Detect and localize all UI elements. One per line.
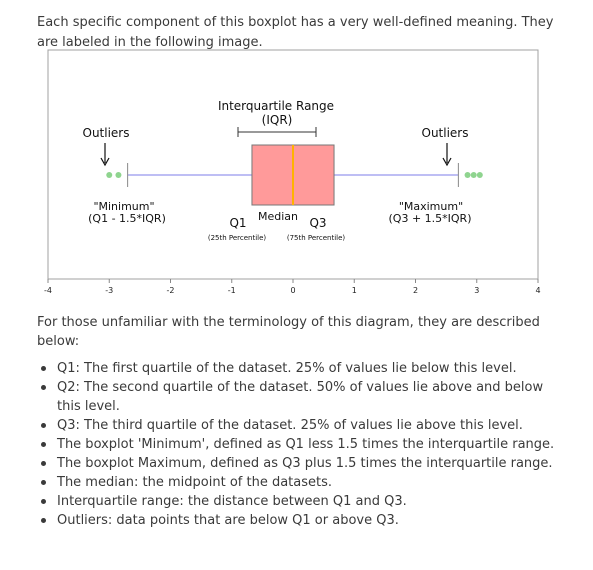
outliers-left-label: Outliers [83, 126, 130, 140]
x-tick-label: 1 [352, 286, 357, 295]
outlier-point [115, 172, 122, 178]
q3-label: Q3 [309, 216, 326, 230]
maximum-label: "Maximum" [399, 200, 463, 213]
outlier-point [476, 172, 483, 178]
x-tick-label: -3 [105, 286, 113, 295]
x-tick-label: -2 [167, 286, 175, 295]
minimum-formula: (Q1 - 1.5*IQR) [88, 212, 166, 225]
definition-outliers: Outliers: data points that are below Q1 … [37, 511, 557, 530]
definition-minimum: The boxplot 'Minimum', defined as Q1 les… [37, 435, 557, 454]
definitions-list: Q1: The first quartile of the dataset. 2… [37, 359, 557, 530]
minimum-label: "Minimum" [93, 200, 154, 213]
outlier-point [470, 172, 477, 178]
x-tick-label: 4 [535, 286, 540, 295]
definition-q3: Q3: The third quartile of the dataset. 2… [37, 416, 557, 435]
intro-paragraph: Each specific component of this boxplot … [37, 15, 554, 50]
q1-percentile: (25th Percentile) [208, 234, 267, 242]
outlier-point [106, 172, 113, 178]
x-tick-label: 2 [413, 286, 418, 295]
iqr-abbrev: (IQR) [262, 113, 293, 127]
outlier-points [106, 172, 483, 178]
boxplot-svg: Interquartile Range (IQR) Outliers Outli… [44, 49, 541, 295]
definition-q1: Q1: The first quartile of the dataset. 2… [37, 359, 557, 378]
definition-median: The median: the midpoint of the datasets… [37, 473, 557, 492]
x-tick-label: 3 [474, 286, 479, 295]
definition-maximum: The boxplot Maximum, defined as Q3 plus … [37, 454, 557, 473]
maximum-formula: (Q3 + 1.5*IQR) [389, 212, 472, 225]
outliers-left-arrowhead [100, 157, 110, 167]
outlier-point [464, 172, 471, 178]
q3-percentile: (75th Percentile) [287, 234, 346, 242]
outliers-right-label: Outliers [422, 126, 469, 140]
x-tick-label: -4 [44, 286, 52, 295]
iqr-label: Interquartile Range [218, 99, 334, 113]
definition-iqr: Interquartile range: the distance betwee… [37, 492, 557, 511]
outro-paragraph: For those unfamiliar with the terminolog… [37, 315, 540, 349]
x-tick-label: -1 [228, 286, 236, 295]
q1-label: Q1 [229, 216, 246, 230]
median-label: Median [258, 210, 298, 223]
x-axis-ticks: -4 -3 -2 -1 0 1 2 3 4 [44, 279, 541, 295]
outliers-right-arrowhead [442, 157, 452, 167]
x-tick-label: 0 [290, 286, 295, 295]
boxplot-figure: Interquartile Range (IQR) Outliers Outli… [30, 45, 560, 295]
definition-q2: Q2: The second quartile of the dataset. … [37, 378, 557, 416]
